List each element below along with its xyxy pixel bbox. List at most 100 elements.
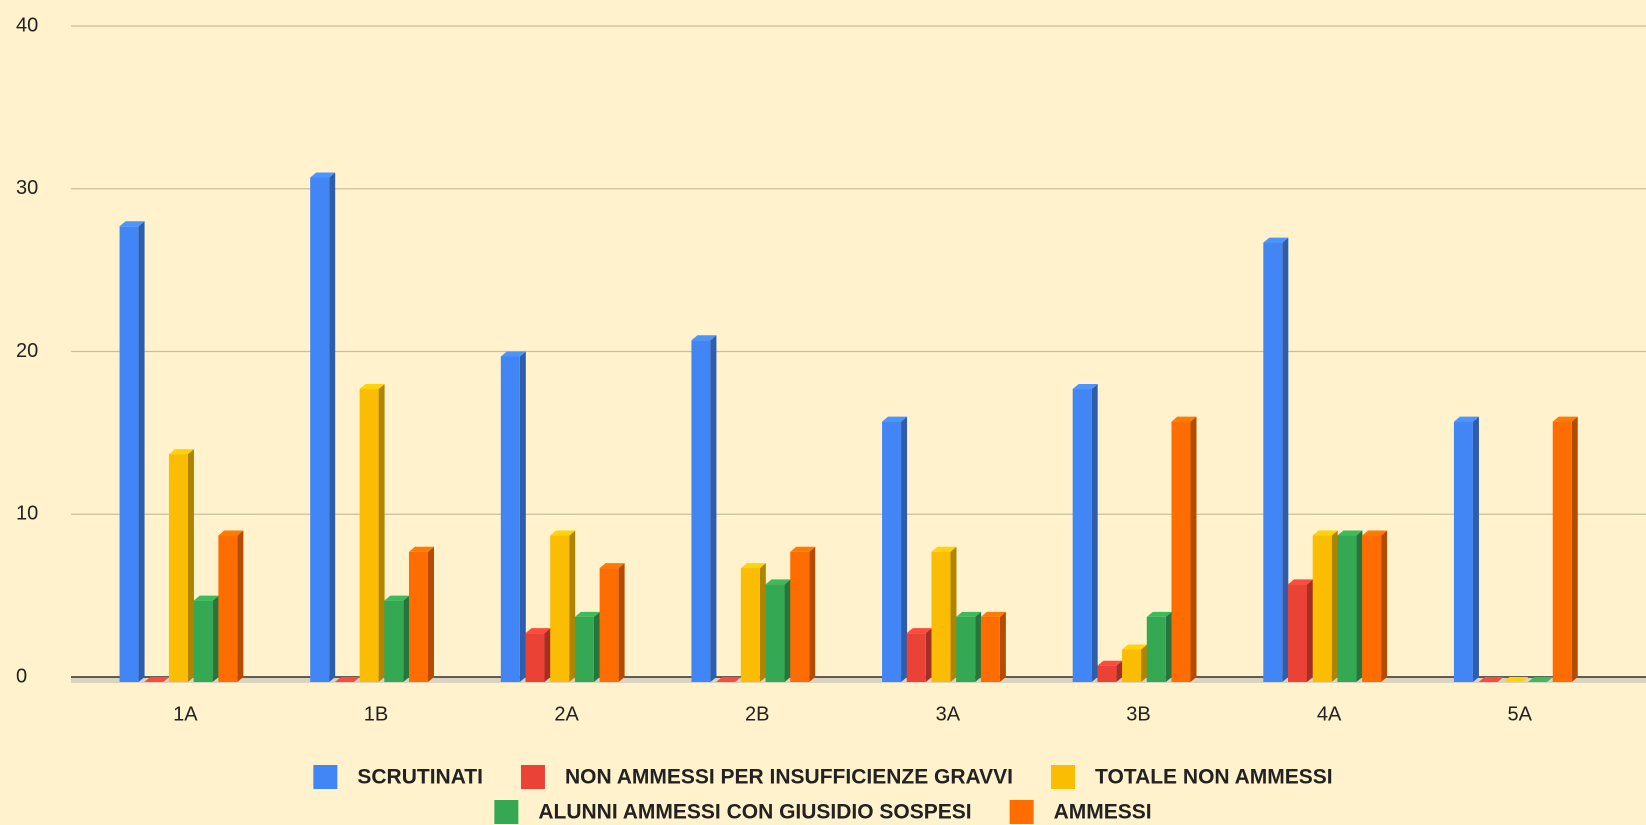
bar-top	[550, 530, 576, 536]
bar-top	[1072, 384, 1098, 390]
legend-swatch	[313, 765, 338, 789]
bar	[1288, 584, 1308, 682]
legend-label: AMMESSI	[1054, 801, 1152, 824]
bar-top	[980, 611, 1006, 617]
bar-side	[999, 611, 1006, 682]
bar-side	[925, 628, 932, 682]
legend-swatch	[1009, 800, 1034, 824]
bar	[500, 356, 520, 682]
bar-side	[329, 172, 336, 682]
bar-top	[956, 611, 982, 617]
bar	[408, 551, 428, 682]
bar-side	[544, 628, 551, 682]
bar	[1362, 535, 1382, 682]
bar-top	[765, 579, 791, 585]
x-tick-label: 5A	[1507, 703, 1532, 725]
bar	[1146, 616, 1166, 682]
bar-side	[403, 595, 410, 682]
x-tick-label: 2B	[745, 703, 769, 725]
bar-side	[784, 579, 791, 682]
bar	[1072, 389, 1092, 682]
legend-swatch	[520, 765, 545, 789]
bar-top	[1478, 677, 1504, 682]
bar-top	[384, 595, 410, 601]
bar	[980, 616, 1000, 682]
bar-side	[1307, 579, 1314, 682]
bar	[1337, 535, 1357, 682]
bar-top	[1288, 579, 1314, 585]
bar	[765, 584, 785, 682]
bar	[1122, 649, 1142, 682]
legend-swatch	[1051, 765, 1076, 789]
bar-side	[212, 595, 219, 682]
y-tick-label: 40	[16, 14, 38, 36]
bar-top	[1171, 416, 1197, 422]
bar-side	[519, 351, 526, 682]
bar-top	[790, 546, 816, 552]
x-tick-label: 3B	[1126, 703, 1150, 725]
bar-side	[901, 416, 908, 682]
bar	[1171, 421, 1191, 682]
y-tick-label: 20	[16, 340, 38, 362]
bar-top	[500, 351, 526, 357]
bar-top	[193, 595, 219, 601]
bar-top	[408, 546, 434, 552]
bar-top	[359, 384, 385, 390]
bar	[525, 633, 545, 682]
bar-top	[1097, 660, 1123, 666]
bar-side	[950, 546, 957, 682]
bar-top	[882, 416, 908, 422]
bar-top	[1146, 611, 1172, 617]
bar-side	[138, 221, 145, 683]
bar-side	[710, 335, 717, 682]
bar-top	[525, 628, 551, 634]
bar	[1453, 421, 1473, 682]
bar-side	[569, 530, 576, 682]
x-tick-label: 1B	[364, 703, 388, 725]
bar-top	[740, 563, 766, 569]
bar-top	[168, 449, 194, 455]
bar-top	[334, 677, 360, 682]
bar-side	[1091, 384, 1098, 682]
bar-side	[975, 611, 982, 682]
bar-side	[1331, 530, 1338, 682]
bar	[1552, 421, 1572, 682]
bar-side	[759, 563, 766, 682]
bar-side	[187, 449, 194, 682]
bar-top	[1312, 530, 1338, 536]
bar	[574, 616, 594, 682]
bar	[168, 454, 188, 682]
bar-side	[593, 611, 600, 682]
bar	[119, 226, 139, 683]
bar-side	[1282, 237, 1289, 682]
legend-label: SCRUTINATI	[357, 766, 483, 789]
bar-side	[1381, 530, 1388, 682]
bar	[359, 389, 379, 682]
bar-side	[1356, 530, 1363, 682]
bar-top	[906, 628, 932, 634]
x-tick-label: 4A	[1317, 703, 1342, 725]
bar	[310, 177, 330, 682]
bar	[218, 535, 238, 682]
bar-top	[144, 677, 170, 682]
bar	[1097, 665, 1117, 682]
bar-side	[237, 530, 244, 682]
bar-side	[1190, 416, 1197, 682]
bar-top	[119, 221, 145, 227]
bar-top	[691, 335, 717, 341]
legend-label: TOTALE NON AMMESSI	[1095, 766, 1333, 789]
bar	[550, 535, 570, 682]
bar-side	[378, 384, 385, 682]
bar-side	[1472, 416, 1479, 682]
bar	[956, 616, 976, 682]
y-tick-label: 10	[16, 503, 38, 525]
x-tick-label: 2A	[554, 703, 579, 725]
bar-top	[1362, 530, 1388, 536]
bar	[1263, 242, 1283, 682]
bar-top	[1552, 416, 1578, 422]
bar-top	[1503, 677, 1529, 682]
bar-side	[809, 546, 816, 682]
bar-side	[618, 563, 625, 682]
bar-side	[1116, 660, 1123, 682]
